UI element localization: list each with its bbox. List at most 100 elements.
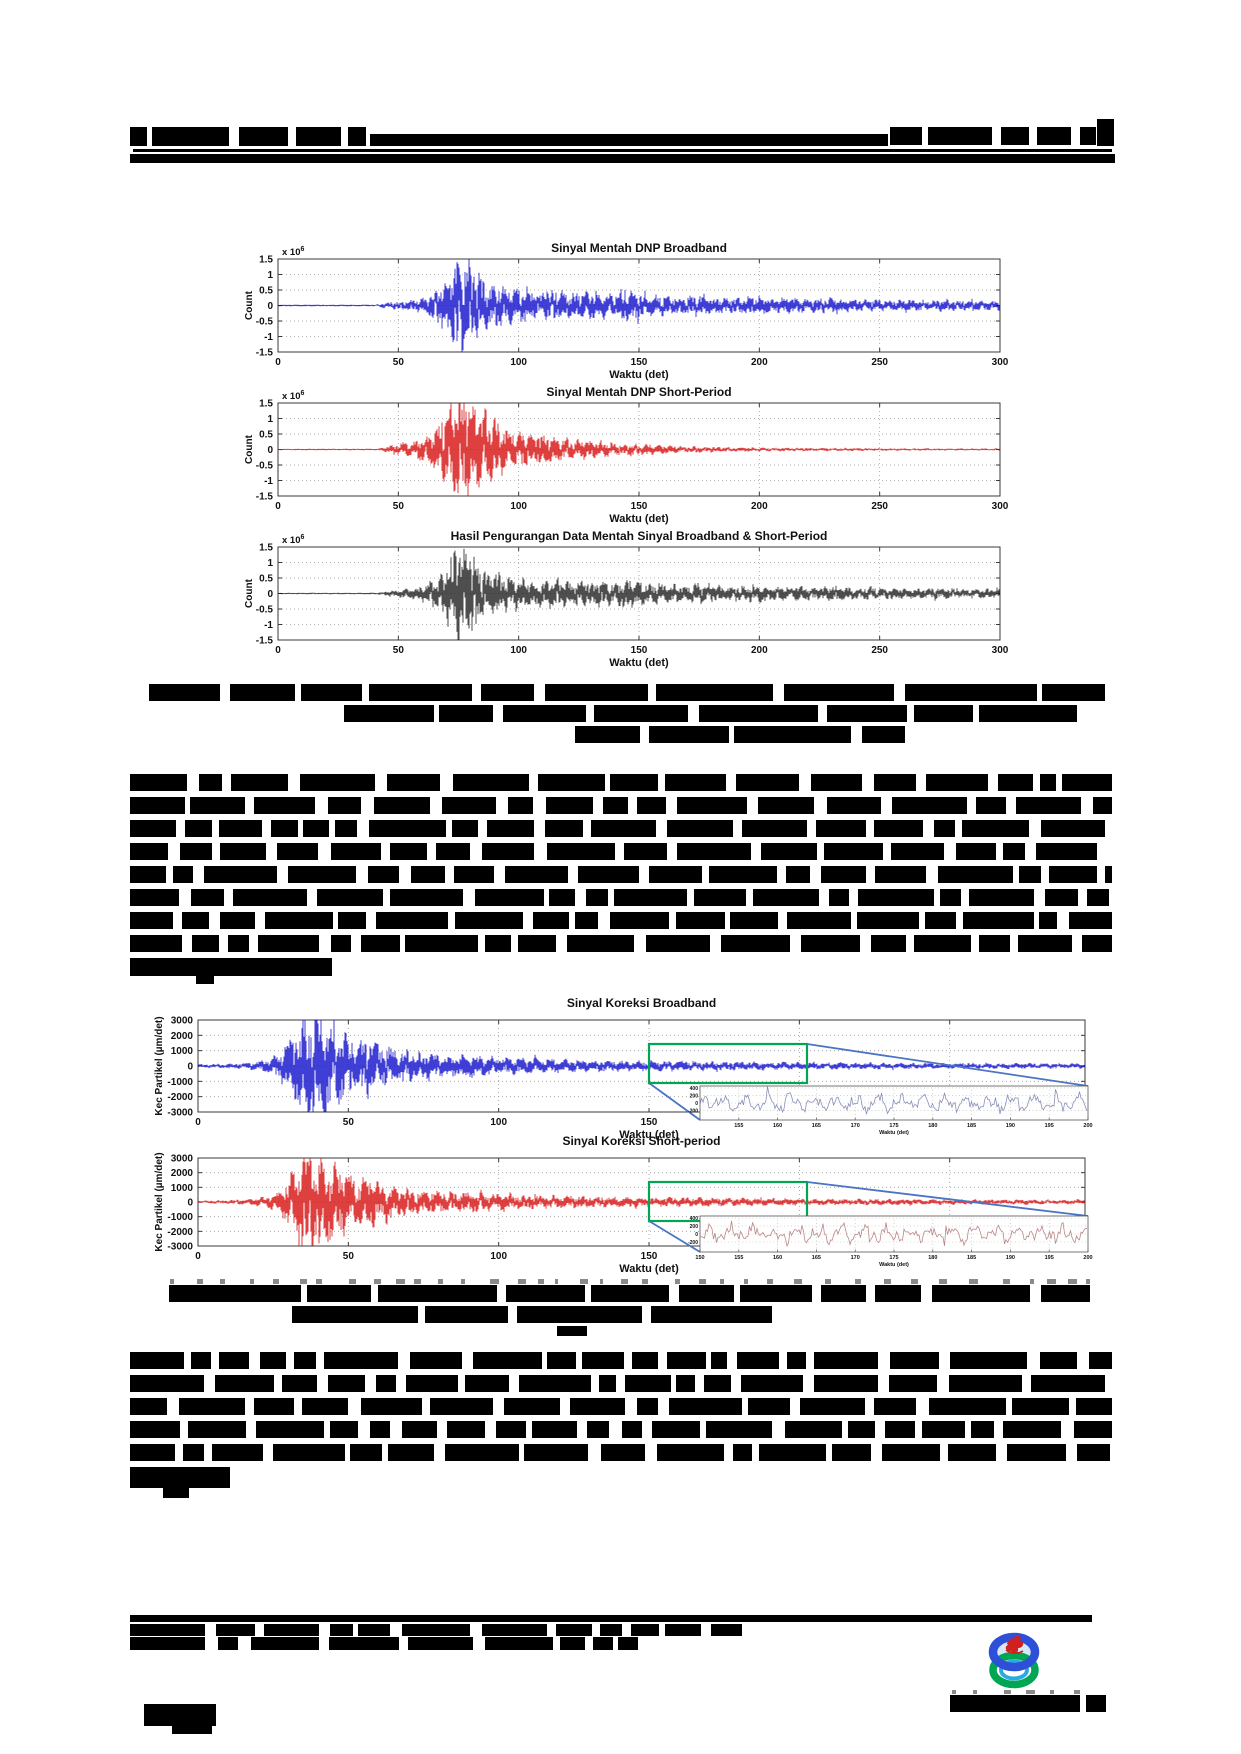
y-tick-label: -0.5 (256, 317, 274, 328)
redaction-bar (1086, 889, 1110, 906)
redaction-bar (933, 820, 955, 837)
redaction-bar (390, 889, 463, 906)
redaction-bar (144, 1704, 216, 1726)
redaction-bar (734, 726, 852, 743)
x-tick-label: 150 (641, 1117, 658, 1128)
redaction-bar (438, 705, 494, 722)
redaction-bar (666, 1352, 706, 1369)
inset-x-tick-label: 195 (1045, 1123, 1054, 1129)
redacted-paragraph2-line4 (130, 1421, 1112, 1438)
redaction-bar (857, 912, 920, 929)
redaction-bar (249, 1279, 254, 1284)
redaction-bar (623, 843, 667, 860)
redaction-bar (922, 1421, 966, 1438)
redaction-bar (664, 1624, 702, 1636)
redaction-bar (1038, 912, 1057, 929)
redaction-bar (255, 1421, 324, 1438)
zoom-connector-line (806, 1043, 1089, 1087)
redaction-bar (873, 820, 923, 837)
x-axis-label: Waktu (det) (609, 657, 669, 669)
redaction-bar (435, 843, 471, 860)
redaction-bar (211, 1444, 264, 1461)
x-tick-label: 50 (393, 501, 405, 512)
inset-x-tick-label: 185 (967, 1255, 976, 1261)
redaction-bar (648, 726, 730, 743)
y-tick-label: -1000 (167, 1212, 193, 1223)
redaction-bar (630, 1624, 659, 1636)
redaction-bar (293, 1352, 316, 1369)
redaction-bar (814, 1352, 878, 1369)
redacted-header-text-right (890, 127, 1096, 145)
redaction-bar (482, 843, 534, 860)
x-tick-label: 250 (871, 357, 888, 368)
redaction-bar (972, 1690, 978, 1694)
redaction-bar (590, 1285, 669, 1302)
redaction-bar (376, 1375, 397, 1392)
redaction-bar (582, 1352, 624, 1369)
redaction-bar (666, 820, 733, 837)
redaction-bar (703, 1375, 732, 1392)
seismogram-trace (278, 403, 1000, 496)
redaction-bar (130, 866, 166, 883)
redaction-bar (452, 774, 529, 791)
redaction-bar (250, 1637, 319, 1650)
redaction-bar (190, 797, 245, 814)
y-tick-label: -0.5 (256, 461, 274, 472)
redaction-bar (507, 797, 533, 814)
redaction-bar (1085, 1279, 1090, 1284)
redaction-bar (811, 774, 862, 791)
redaction-bar (214, 1375, 275, 1392)
redaction-bar (574, 912, 598, 929)
redaction-bar (532, 1421, 578, 1438)
redaction-bar (544, 820, 584, 837)
redaction-bar (586, 889, 609, 906)
redaction-bar (219, 1352, 250, 1369)
redaction-bar (710, 1624, 742, 1636)
chart-sinyal-mentah-dnp-broadband: 1.510.50-0.5-1-1.50 50 100 150 200 250 300Wakt… (244, 241, 1009, 381)
redaction-bar (191, 889, 225, 906)
redacted-paragraph2-line2 (130, 1375, 1112, 1392)
redaction-bar (329, 1421, 358, 1438)
redacted-paragraph1-line4 (130, 843, 1112, 860)
redaction-bar (1030, 1279, 1035, 1284)
redaction-bar (1026, 1690, 1036, 1694)
redaction-bar (889, 1352, 940, 1369)
y-tick-label: -1 (264, 620, 273, 631)
inset-y-tick-label: -200 (688, 1240, 698, 1246)
y-tick-label: 2000 (171, 1031, 194, 1042)
redaction-bar (741, 820, 808, 837)
inset-x-tick-label: 175 (889, 1123, 898, 1129)
redaction-bar (265, 912, 333, 929)
redaction-bar (533, 912, 570, 929)
redaction-bar (228, 935, 249, 952)
redaction-bar (408, 1637, 473, 1650)
redaction-bar (179, 1398, 245, 1415)
redaction-bar (646, 935, 711, 952)
redaction-bar (130, 889, 179, 906)
redacted-paragraph1-descender (196, 976, 214, 984)
redaction-bar (1041, 684, 1106, 701)
redaction-bar (800, 1398, 865, 1415)
redaction-bar (387, 1444, 435, 1461)
redaction-bar (1047, 1279, 1057, 1284)
redaction-bar (785, 866, 811, 883)
x-tick-label: 150 (631, 645, 648, 656)
y-tick-label: -1.5 (256, 636, 274, 647)
redaction-bar (665, 774, 727, 791)
redaction-bar (969, 1279, 978, 1284)
y-tick-label: 0 (187, 1198, 193, 1209)
x-tick-label: 100 (510, 645, 527, 656)
redaction-bar (170, 1279, 175, 1284)
redaction-bar (1069, 912, 1112, 929)
redaction-bar (338, 912, 366, 929)
redaction-bar (875, 1285, 921, 1302)
chart-title: Sinyal Koreksi Broadband (567, 996, 716, 1010)
redaction-bar (948, 1444, 996, 1461)
redaction-bar (857, 889, 935, 906)
redaction-bar (636, 797, 666, 814)
zoom-inset-chart: 400 200 0 -200 150 155 160 165 170 175 180 185 190 19… (688, 1215, 1093, 1268)
redaction-bar (676, 1375, 696, 1392)
y-tick-label: 1 (267, 558, 273, 569)
redaction-bar (239, 127, 288, 146)
